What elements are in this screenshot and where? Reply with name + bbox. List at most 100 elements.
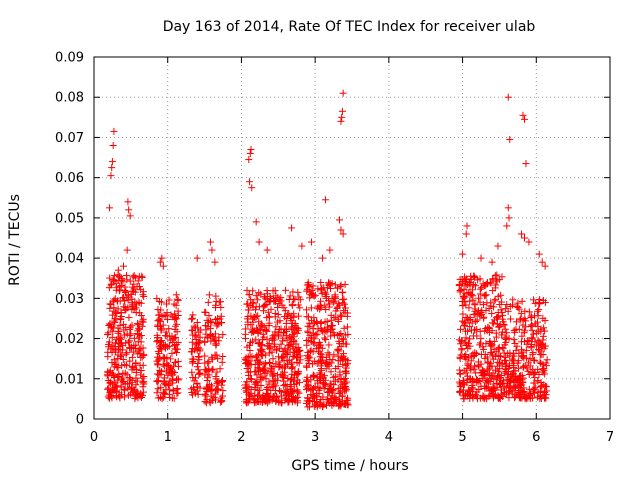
data-point (338, 107, 346, 115)
data-point (263, 300, 271, 308)
data-point (212, 301, 220, 309)
data-point (217, 312, 225, 320)
data-point (156, 393, 164, 401)
data-point (264, 342, 272, 350)
data-point (106, 378, 114, 386)
data-point (256, 345, 264, 353)
data-point (167, 364, 175, 372)
data-point (459, 302, 467, 310)
data-point (174, 296, 182, 304)
data-point (275, 387, 283, 395)
data-point (157, 306, 165, 314)
data-point (506, 135, 514, 143)
data-point (127, 343, 135, 351)
data-point (284, 374, 292, 382)
data-point (295, 378, 303, 386)
data-point (171, 322, 179, 330)
data-point (269, 377, 277, 385)
data-point (208, 246, 216, 254)
data-point (325, 341, 333, 349)
x-tick-label: 1 (164, 430, 172, 445)
data-point (195, 356, 203, 364)
data-point (270, 382, 278, 390)
data-point (504, 93, 512, 101)
data-point (201, 308, 209, 316)
data-point (212, 396, 220, 404)
data-point (256, 386, 264, 394)
data-point (135, 325, 143, 333)
data-point (337, 330, 345, 338)
data-point (172, 291, 180, 299)
data-point (250, 399, 258, 407)
data-point (189, 373, 197, 381)
data-point (156, 355, 164, 363)
data-point (244, 398, 252, 406)
data-point (109, 275, 117, 283)
data-point (132, 341, 140, 349)
data-point (105, 322, 113, 330)
data-point (203, 376, 211, 384)
data-point (115, 327, 123, 335)
data-point (154, 378, 162, 386)
data-point (256, 367, 264, 375)
data-point (211, 330, 219, 338)
x-tick-label: 0 (90, 430, 98, 445)
data-point (204, 333, 212, 341)
data-point (154, 361, 162, 369)
data-point (136, 309, 144, 317)
data-point (294, 399, 302, 407)
data-point (251, 313, 259, 321)
data-point (155, 311, 163, 319)
data-point (292, 354, 300, 362)
data-point (340, 324, 348, 332)
data-point (263, 246, 271, 254)
data-point (463, 222, 471, 230)
data-point (191, 346, 199, 354)
y-tick-label: 0.06 (55, 171, 84, 186)
y-tick-label: 0.08 (55, 91, 84, 106)
data-point (242, 383, 250, 391)
data-point (288, 300, 296, 308)
data-point (341, 374, 349, 382)
data-point (139, 291, 147, 299)
data-point (153, 360, 161, 368)
data-point (462, 230, 470, 238)
data-point (525, 238, 533, 246)
data-point (246, 150, 254, 158)
data-point (265, 380, 273, 388)
data-point (106, 274, 114, 282)
data-point (134, 390, 142, 398)
data-point (534, 307, 542, 315)
data-point (112, 360, 120, 368)
data-point (340, 295, 348, 303)
data-point (205, 371, 213, 379)
data-point (173, 389, 181, 397)
x-tick-label: 2 (237, 430, 245, 445)
data-point (116, 286, 124, 294)
y-tick-label: 0.03 (55, 292, 84, 307)
data-point (254, 397, 262, 405)
data-point (108, 311, 116, 319)
data-point (287, 376, 295, 384)
data-point (277, 340, 285, 348)
data-point (284, 389, 292, 397)
data-point (285, 342, 293, 350)
data-point (243, 378, 251, 386)
data-point (273, 346, 281, 354)
data-point (254, 312, 262, 320)
data-point (531, 299, 539, 307)
data-point (503, 222, 511, 230)
data-point (275, 353, 283, 361)
data-point (243, 365, 251, 373)
data-point (104, 353, 112, 361)
data-point (339, 289, 347, 297)
x-tick-label: 5 (458, 430, 466, 445)
data-point (257, 382, 265, 390)
data-point (155, 350, 163, 358)
data-point (188, 338, 196, 346)
data-point (192, 332, 200, 340)
data-point (291, 320, 299, 328)
data-point (458, 346, 466, 354)
data-point (140, 351, 148, 359)
